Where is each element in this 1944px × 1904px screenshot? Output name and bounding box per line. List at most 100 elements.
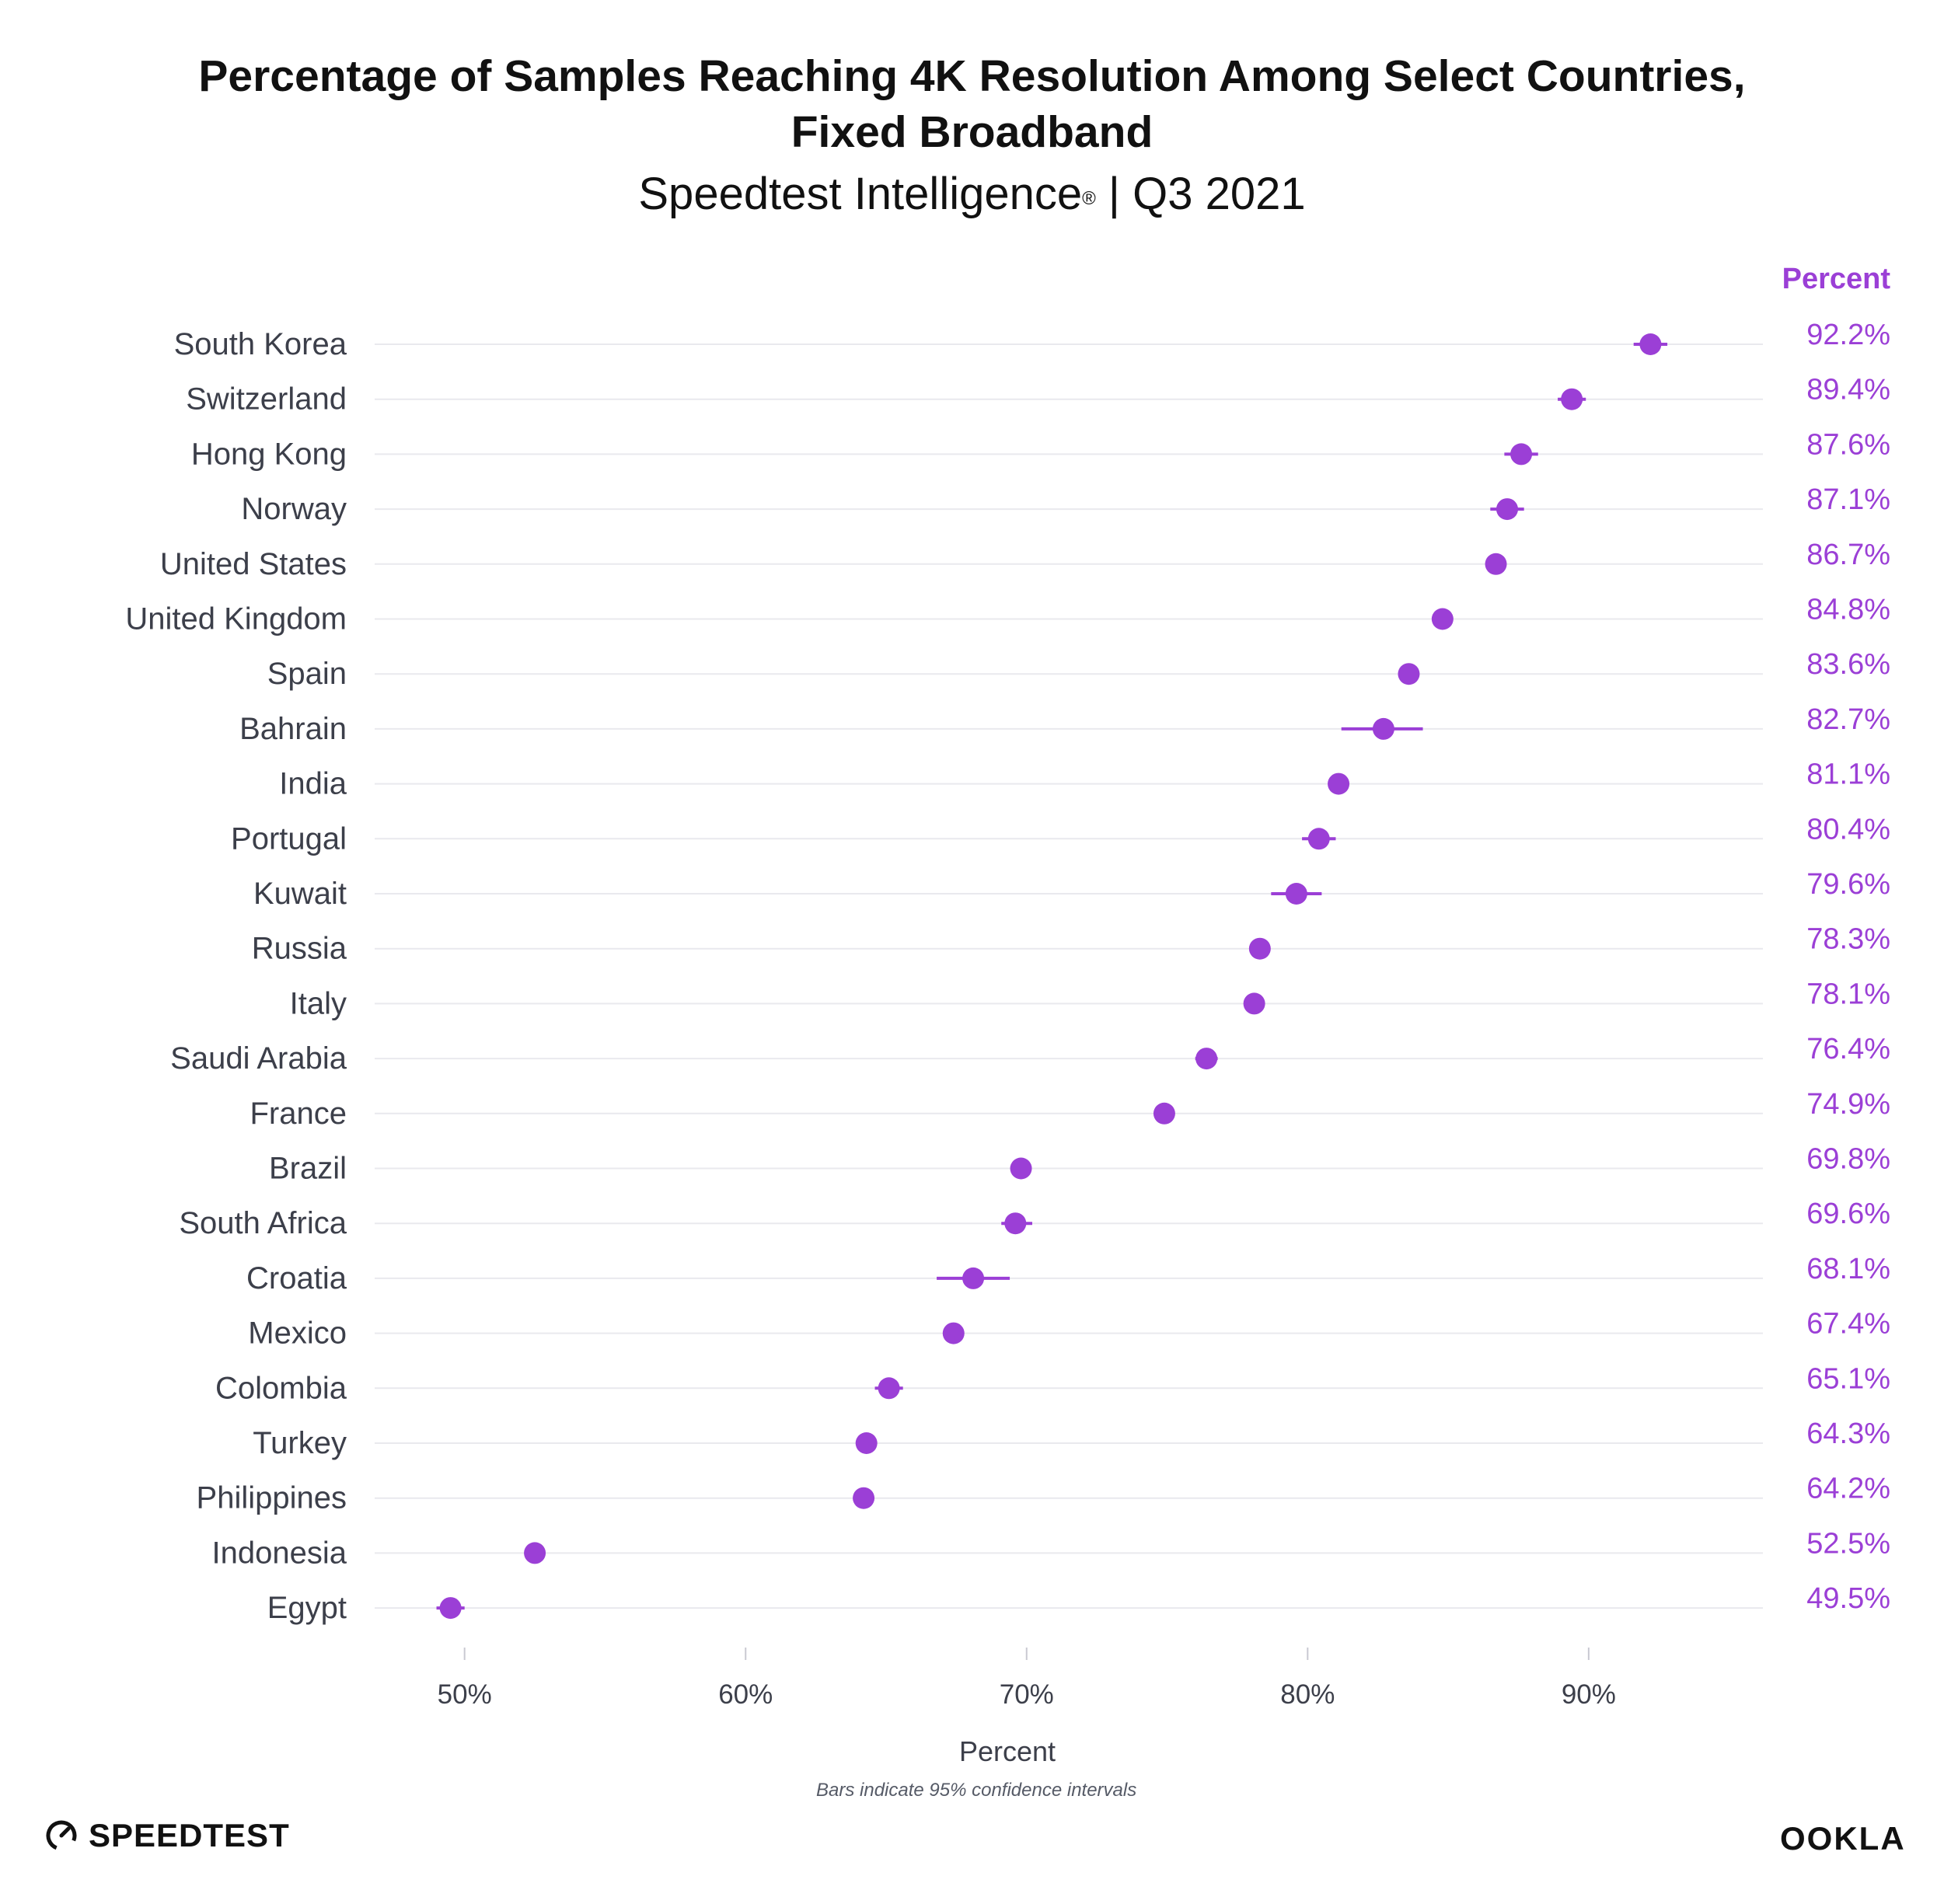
- x-tick-label: 80%: [1280, 1679, 1335, 1710]
- data-point: [1639, 333, 1662, 355]
- country-row: Spain 83.6%: [267, 648, 1890, 691]
- country-label: United Kingdom: [125, 602, 347, 636]
- country-label: Spain: [267, 657, 347, 691]
- country-label: South Korea: [174, 327, 347, 361]
- value-label: 65.1%: [1806, 1362, 1890, 1395]
- country-label: Mexico: [248, 1316, 347, 1351]
- country-label: Hong Kong: [191, 437, 347, 471]
- country-label: Philippines: [197, 1481, 347, 1515]
- ookla-logo: OOKLA: [1780, 1820, 1906, 1857]
- data-point: [1398, 663, 1420, 685]
- country-row: Indonesia 52.5%: [212, 1527, 1890, 1570]
- confidence-interval-note: Bars indicate 95% confidence intervals: [816, 1780, 1137, 1801]
- data-point: [1328, 772, 1350, 795]
- data-point: [524, 1542, 546, 1564]
- data-point: [1004, 1212, 1027, 1235]
- value-label: 49.5%: [1806, 1582, 1890, 1615]
- country-row: Mexico 67.4%: [248, 1308, 1890, 1351]
- data-point: [1285, 883, 1307, 905]
- x-axis-ticks: 50% 60% 70% 80% 90%: [438, 1648, 1616, 1710]
- value-label: 83.6%: [1806, 648, 1890, 681]
- country-row: United Kingdom 84.8%: [125, 594, 1890, 636]
- data-point: [942, 1322, 965, 1344]
- chart-header: Percentage of Samples Reaching 4K Resolu…: [0, 48, 1944, 225]
- country-label: India: [279, 767, 347, 801]
- country-row: Russia 78.3%: [252, 923, 1890, 966]
- country-row: Brazil 69.8%: [269, 1143, 1890, 1186]
- chart-rows: South Korea 92.2% Switzerland 89.4% Hong Kon…: [125, 319, 1890, 1625]
- value-label: 64.2%: [1806, 1473, 1890, 1505]
- value-label: 82.7%: [1806, 703, 1890, 736]
- value-label: 69.8%: [1806, 1143, 1890, 1176]
- data-point: [855, 1432, 878, 1454]
- data-point: [1485, 553, 1507, 575]
- value-column-header: Percent: [1782, 263, 1891, 295]
- value-label: 78.3%: [1806, 923, 1890, 956]
- grid-lines: [375, 343, 1763, 1609]
- country-row: Italy 78.1%: [290, 978, 1890, 1020]
- country-label: Egypt: [267, 1591, 347, 1625]
- country-label: Indonesia: [212, 1536, 347, 1570]
- country-row: Hong Kong 87.6%: [191, 428, 1890, 471]
- country-label: Colombia: [215, 1371, 347, 1405]
- value-label: 92.2%: [1806, 319, 1890, 351]
- registered-mark: ®: [1082, 188, 1096, 209]
- country-row: Portugal 80.4%: [231, 813, 1890, 856]
- gauge-icon: [46, 1820, 77, 1851]
- data-point: [853, 1487, 875, 1509]
- x-axis-label: Percent: [959, 1735, 1056, 1767]
- x-tick-label: 90%: [1562, 1679, 1616, 1710]
- country-label: Italy: [290, 986, 347, 1020]
- country-row: Egypt 49.5%: [267, 1582, 1890, 1625]
- country-row: Philippines 64.2%: [197, 1473, 1890, 1515]
- data-point: [439, 1597, 462, 1620]
- data-point: [1153, 1102, 1175, 1125]
- value-label: 87.1%: [1806, 483, 1890, 516]
- value-label: 79.6%: [1806, 868, 1890, 901]
- subtitle-period: | Q3 2021: [1095, 169, 1306, 219]
- data-point: [1243, 992, 1265, 1015]
- data-point: [1561, 388, 1583, 410]
- x-tick-label: 50%: [438, 1679, 492, 1710]
- country-label: Brazil: [269, 1152, 347, 1186]
- data-point: [878, 1377, 900, 1400]
- country-row: South Korea 92.2%: [174, 319, 1890, 361]
- data-point: [1307, 828, 1330, 850]
- value-label: 80.4%: [1806, 813, 1890, 846]
- speedtest-logo: SPEEDTEST: [45, 1817, 290, 1854]
- country-label: Norway: [241, 492, 347, 526]
- country-row: Kuwait 79.6%: [253, 868, 1890, 911]
- chart-title-line-2: Fixed Broadband: [791, 107, 1153, 157]
- data-point: [1496, 498, 1518, 521]
- country-label: Kuwait: [253, 877, 347, 911]
- country-label: Portugal: [231, 821, 347, 856]
- data-point: [962, 1267, 985, 1289]
- country-label: France: [250, 1097, 347, 1131]
- value-label: 52.5%: [1806, 1527, 1890, 1560]
- value-label: 68.1%: [1806, 1253, 1890, 1285]
- value-label: 74.9%: [1806, 1088, 1890, 1121]
- country-row: Colombia 65.1%: [215, 1362, 1890, 1405]
- country-label: Bahrain: [239, 712, 347, 746]
- x-tick-label: 70%: [1000, 1679, 1054, 1710]
- subtitle-source: Speedtest Intelligence: [638, 169, 1083, 219]
- data-point: [1431, 608, 1454, 630]
- value-label: 67.4%: [1806, 1308, 1890, 1341]
- country-row: Croatia 68.1%: [246, 1253, 1890, 1295]
- country-row: Bahrain 82.7%: [239, 703, 1890, 746]
- country-row: Switzerland 89.4%: [186, 374, 1890, 417]
- chart-subtitle: Speedtest Intelligence® | Q3 2021: [0, 163, 1944, 225]
- value-label: 81.1%: [1806, 758, 1890, 791]
- data-point: [1510, 443, 1533, 466]
- value-label: 89.4%: [1806, 374, 1890, 406]
- value-label: 86.7%: [1806, 539, 1890, 571]
- x-tick-label: 60%: [718, 1679, 773, 1710]
- value-label: 84.8%: [1806, 594, 1890, 626]
- value-label: 78.1%: [1806, 978, 1890, 1010]
- country-label: Switzerland: [186, 382, 347, 417]
- country-label: United States: [160, 547, 347, 581]
- country-row: United States 86.7%: [160, 539, 1890, 581]
- country-row: France 74.9%: [250, 1088, 1891, 1131]
- country-row: Turkey 64.3%: [253, 1418, 1890, 1460]
